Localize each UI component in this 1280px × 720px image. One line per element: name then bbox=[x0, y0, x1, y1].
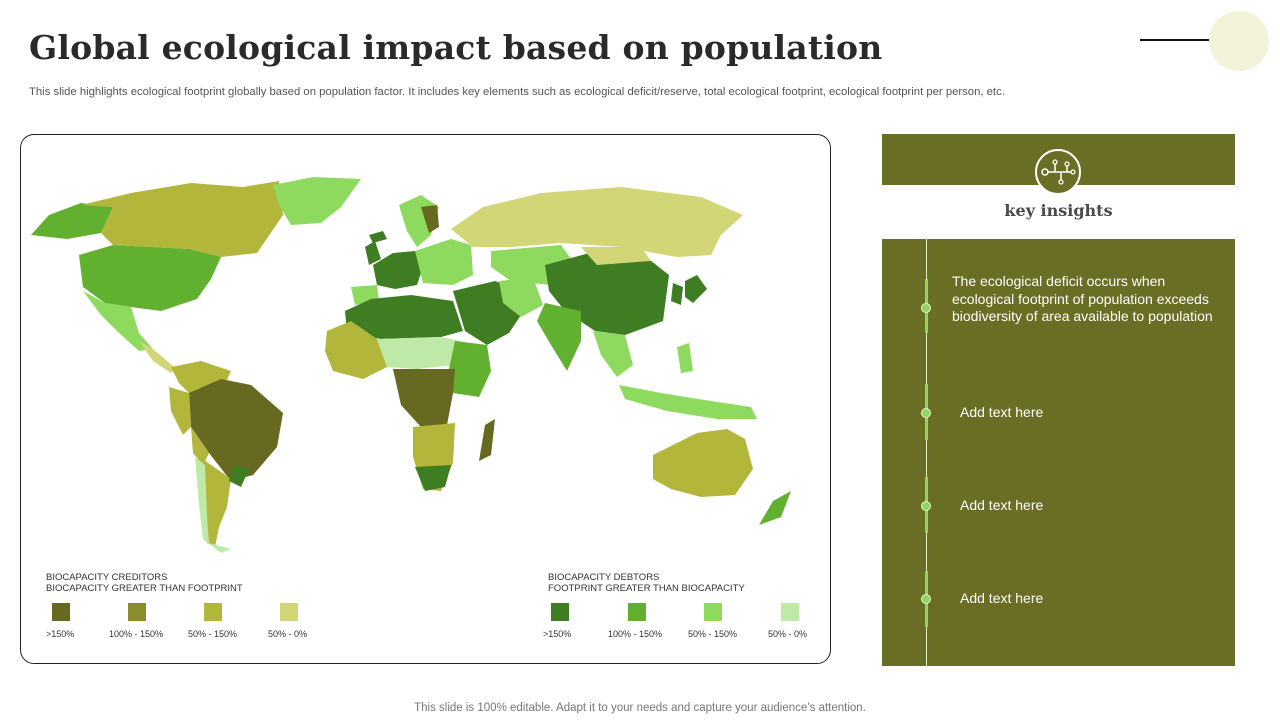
map-russia bbox=[451, 187, 743, 257]
map-east-africa bbox=[449, 341, 491, 397]
insights-title: key insights bbox=[1004, 201, 1113, 220]
legend-swatch bbox=[628, 603, 646, 621]
map-madagascar bbox=[479, 419, 495, 461]
legend-label: >150% bbox=[543, 629, 572, 639]
map-uruguay bbox=[229, 465, 249, 487]
map-alaska bbox=[31, 203, 113, 239]
map-greenland bbox=[273, 177, 361, 225]
insights-panel bbox=[882, 239, 1235, 666]
page-title: Global ecological impact based on popula… bbox=[29, 28, 883, 67]
legend-swatch bbox=[551, 603, 569, 621]
map-brazil bbox=[189, 379, 283, 481]
map-mexico bbox=[83, 291, 153, 351]
timeline-dot bbox=[921, 594, 931, 604]
legend-creditors-heading-2: BIOCAPACITY GREATER THAN FOOTPRINT bbox=[46, 583, 243, 594]
legend-label: 50% - 0% bbox=[768, 629, 808, 639]
map-new-zealand bbox=[759, 491, 791, 525]
map-north-africa bbox=[345, 295, 463, 339]
legend-label: >150% bbox=[46, 629, 75, 639]
map-west-africa bbox=[325, 321, 387, 379]
timeline-dot bbox=[921, 303, 931, 313]
legend-swatch bbox=[280, 603, 298, 621]
legend-label: 50% - 0% bbox=[268, 629, 308, 639]
decorative-line bbox=[1140, 39, 1226, 41]
insight-text-1: The ecological deficit occurs when ecolo… bbox=[952, 273, 1213, 324]
legend-label: 100% - 150% bbox=[608, 629, 663, 639]
map-india bbox=[537, 303, 581, 371]
insight-text-4: Add text here bbox=[960, 590, 1044, 606]
map-eastern-europe bbox=[415, 239, 473, 285]
legend-creditors-heading-1: BIOCAPACITY CREDITORS bbox=[46, 572, 168, 583]
map-southeast-asia bbox=[593, 331, 633, 377]
legend-debtors-heading-2: FOOTPRINT GREATER THAN BIOCAPACITY bbox=[548, 583, 745, 594]
timeline-dot bbox=[921, 408, 931, 418]
legend-swatch bbox=[704, 603, 722, 621]
legend-debtors-heading-1: BIOCAPACITY DEBTORS bbox=[548, 572, 660, 583]
map-south-africa bbox=[415, 465, 451, 491]
page-subtitle: This slide highlights ecological footpri… bbox=[29, 86, 1005, 98]
timeline-dot bbox=[921, 501, 931, 511]
map-western-europe bbox=[373, 251, 423, 289]
map-central-america bbox=[139, 341, 177, 373]
decorative-circle bbox=[1209, 11, 1269, 71]
world-map-card: BIOCAPACITY CREDITORS BIOCAPACITY GREATE… bbox=[20, 134, 831, 664]
map-uk bbox=[365, 241, 381, 265]
map-mongolia bbox=[581, 247, 651, 265]
map-usa bbox=[79, 245, 221, 311]
legend-creditors: BIOCAPACITY CREDITORS BIOCAPACITY GREATE… bbox=[46, 572, 346, 652]
map-australia bbox=[653, 429, 753, 497]
map-japan bbox=[685, 275, 707, 303]
map-chile bbox=[195, 457, 231, 553]
map-philippines bbox=[677, 343, 693, 373]
footer-note: This slide is 100% editable. Adapt it to… bbox=[414, 702, 866, 714]
world-map bbox=[31, 177, 791, 553]
insight-text-2: Add text here bbox=[960, 404, 1044, 420]
circuit-network-icon bbox=[1041, 159, 1076, 185]
legend-swatch bbox=[781, 603, 799, 621]
legend-swatch bbox=[52, 603, 70, 621]
insights-icon-circle bbox=[1035, 149, 1081, 195]
map-central-africa bbox=[393, 369, 455, 427]
map-iceland bbox=[369, 231, 387, 243]
map-canada bbox=[81, 181, 283, 257]
map-iran bbox=[499, 277, 543, 317]
map-finland bbox=[421, 205, 439, 233]
map-indonesia bbox=[619, 385, 757, 419]
legend-swatch bbox=[128, 603, 146, 621]
legend-debtors: BIOCAPACITY DEBTORS FOOTPRINT GREATER TH… bbox=[543, 572, 828, 652]
legend-label: 50% - 150% bbox=[188, 629, 238, 639]
map-bolivia bbox=[191, 427, 209, 465]
map-peru bbox=[169, 387, 191, 435]
map-sahel bbox=[377, 337, 461, 369]
timeline-line bbox=[926, 239, 927, 666]
legend-swatch bbox=[204, 603, 222, 621]
legend-label: 100% - 150% bbox=[109, 629, 164, 639]
map-korea bbox=[671, 283, 683, 305]
insight-text-3: Add text here bbox=[960, 497, 1044, 513]
legend-label: 50% - 150% bbox=[688, 629, 738, 639]
